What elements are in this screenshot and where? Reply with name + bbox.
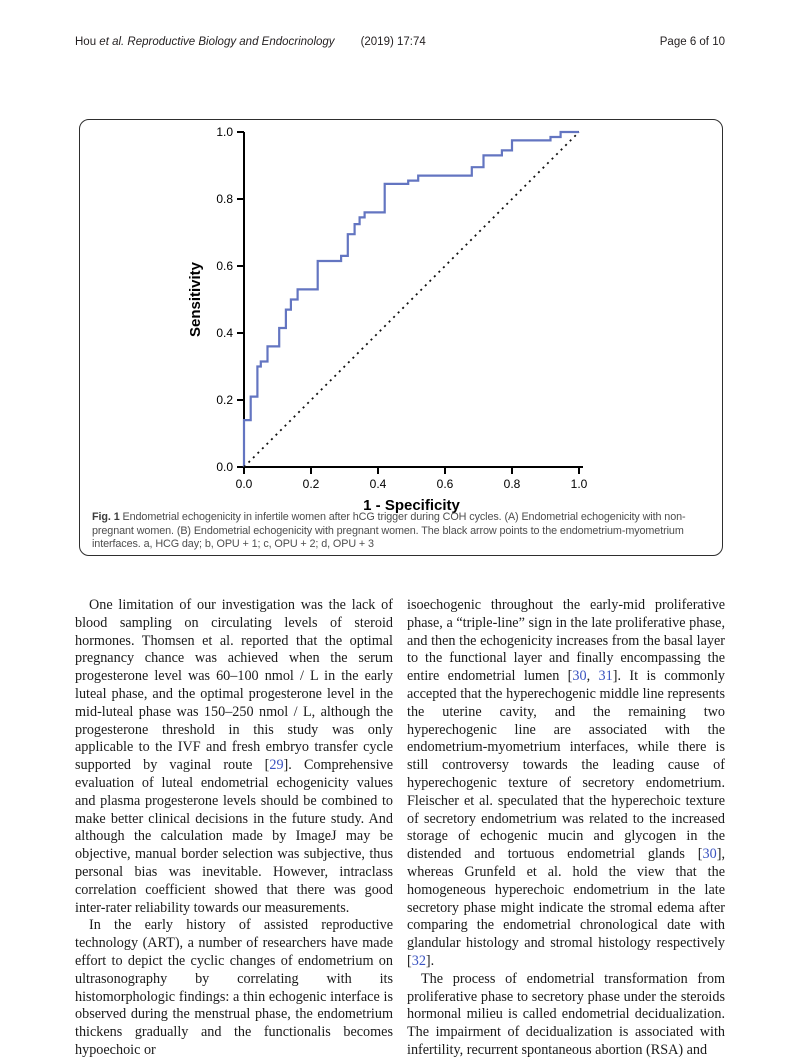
- reference-link[interactable]: 29: [269, 757, 284, 774]
- text-segment: ]. It is commonly accepted that the hype…: [407, 668, 725, 863]
- roc-curve-line: [242, 130, 579, 467]
- figure-caption: Fig. 1 Endometrial echogenicity in infer…: [92, 511, 714, 552]
- reference-diagonal-line: [243, 131, 580, 468]
- body-paragraph: isoechogenic throughout the early-mid pr…: [407, 597, 725, 971]
- header-author-journal: Hou et al. Reproductive Biology and Endo…: [75, 36, 335, 48]
- y-tick-label: 0.6: [216, 259, 233, 273]
- roc-chart: 0.0 0.2 0.4 0.6 0.8 1.0 0.0 0.2 0.4 0.6 0.8 1.0 1 - …: [187, 125, 588, 514]
- right-column: isoechogenic throughout the early-mid pr…: [407, 597, 725, 1060]
- x-axis-title: 1 - Specificity: [363, 497, 460, 514]
- page-number: Page 6 of 10: [659, 36, 725, 48]
- reference-link[interactable]: 31: [598, 668, 613, 685]
- y-tick-label: 0.8: [216, 192, 233, 206]
- y-tick-label: 1.0: [216, 125, 233, 139]
- journal-title: et al. Reproductive Biology and Endocrin…: [99, 36, 335, 48]
- y-axis-title: Sensitivity: [187, 261, 204, 337]
- author-name: Hou: [75, 36, 100, 48]
- text-segment: In the early history of assisted reprodu…: [75, 917, 393, 1058]
- x-tick-label: 0.4: [370, 477, 387, 491]
- x-tick-label: 0.0: [236, 477, 253, 491]
- text-segment: ]. Comprehensive evaluation of luteal en…: [75, 757, 393, 916]
- x-tick-label: 1.0: [571, 477, 588, 491]
- text-segment: isoechogenic throughout the early-mid pr…: [407, 597, 725, 685]
- figure-caption-label: Fig. 1: [92, 511, 120, 523]
- left-column: One limitation of our investigation was …: [75, 597, 393, 1060]
- reference-link[interactable]: 30: [572, 668, 587, 685]
- text-segment: ].: [425, 952, 435, 969]
- reference-link[interactable]: 32: [411, 952, 426, 969]
- header-citation: (2019) 17:74: [360, 36, 426, 48]
- text-segment: The process of endometrial transformatio…: [407, 970, 725, 1058]
- x-tick-label: 0.2: [303, 477, 320, 491]
- y-tick-label: 0.0: [216, 460, 233, 474]
- body-paragraph: In the early history of assisted reprodu…: [75, 917, 393, 1059]
- text-segment: ], whereas Grunfeld et al. hold the view…: [407, 846, 725, 969]
- y-tick-label: 0.2: [216, 393, 233, 407]
- x-tick-label: 0.8: [504, 477, 521, 491]
- roc-chart-area: 0.0 0.2 0.4 0.6 0.8 1.0 0.0 0.2 0.4 0.6 0.8 1.0 1 - …: [184, 122, 722, 522]
- figure-1-panel: 0.0 0.2 0.4 0.6 0.8 1.0 0.0 0.2 0.4 0.6 0.8 1.0 1 - …: [79, 119, 723, 556]
- text-segment: ,: [586, 668, 599, 685]
- body-text: One limitation of our investigation was …: [75, 597, 725, 1060]
- text-segment: One limitation of our investigation was …: [75, 597, 393, 774]
- body-paragraph: One limitation of our investigation was …: [75, 597, 393, 917]
- figure-caption-text: Endometrial echogenicity in infertile wo…: [92, 511, 686, 551]
- reference-link[interactable]: 30: [702, 846, 717, 863]
- x-tick-label: 0.6: [437, 477, 454, 491]
- running-header: Hou et al. Reproductive Biology and Endo…: [75, 36, 725, 48]
- y-tick-label: 0.4: [216, 326, 233, 340]
- body-paragraph: The process of endometrial transformatio…: [407, 971, 725, 1060]
